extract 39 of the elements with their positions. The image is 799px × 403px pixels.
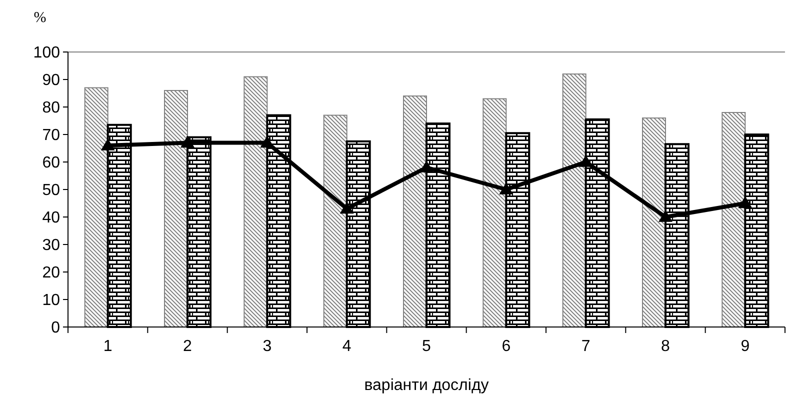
y-tick-label: 0 [51, 320, 60, 337]
x-tick-label: 3 [262, 338, 272, 355]
point [738, 196, 752, 208]
y-tick-label: 40 [42, 210, 60, 227]
point [340, 202, 354, 214]
bar [323, 114, 348, 328]
y-tick-label: 20 [42, 264, 60, 282]
x-tick-label: 5 [422, 338, 432, 355]
point [499, 182, 514, 194]
y-tick-label: 30 [42, 237, 60, 254]
bar [722, 112, 746, 328]
bar [642, 118, 666, 328]
y-tick-label: 90 [42, 72, 60, 90]
x-tick-label: 6 [502, 338, 511, 355]
bar [562, 74, 586, 328]
y-tick-label: 10 [42, 292, 60, 310]
point [180, 136, 194, 148]
x-tick-label: 4 [342, 338, 352, 355]
point [420, 160, 434, 172]
x-tick-label: 8 [661, 338, 670, 355]
x-tick-label: 7 [581, 338, 590, 355]
point [100, 138, 115, 150]
bar [84, 87, 108, 328]
y-tick-label: 80 [42, 100, 60, 117]
bar [482, 98, 507, 328]
bar [244, 76, 268, 328]
y-axis-title: % [34, 10, 46, 26]
point [578, 155, 593, 167]
x-tick-label: 2 [183, 338, 192, 355]
y-tick-label: 70 [42, 127, 60, 144]
bar [403, 96, 427, 328]
y-tick-label: 50 [42, 182, 60, 200]
x-tick-label: 1 [103, 338, 112, 355]
y-tick-label: 60 [42, 154, 60, 172]
x-tick-label: 9 [740, 338, 750, 355]
point [658, 210, 672, 222]
bar [164, 90, 188, 328]
y-tick-label: 100 [33, 44, 60, 62]
x-axis-title: варіанти досліду [364, 377, 489, 394]
